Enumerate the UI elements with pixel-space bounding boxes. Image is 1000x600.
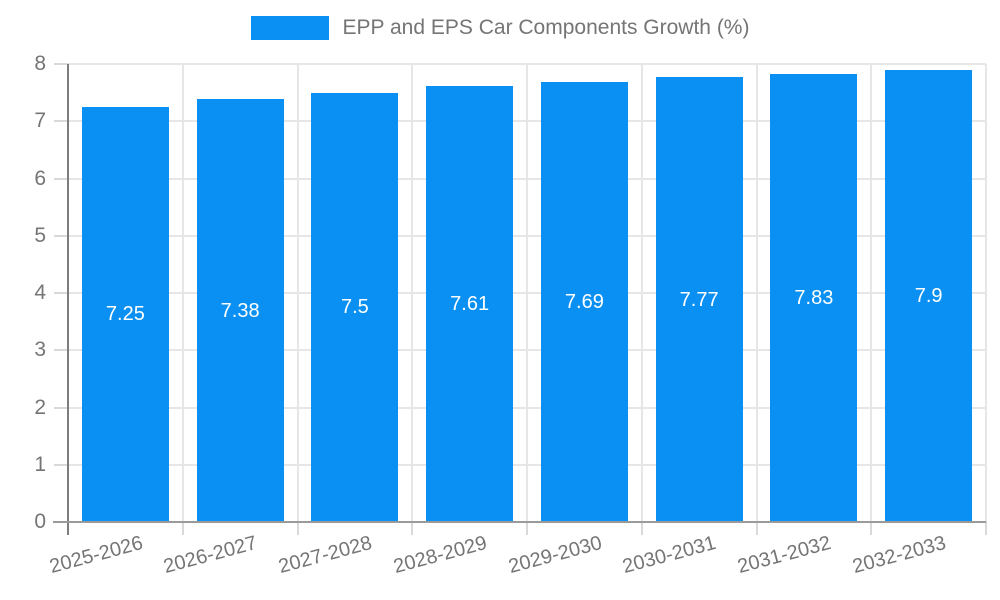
gridline-vertical [985, 64, 987, 522]
bar-value-label: 7.61 [450, 293, 490, 316]
x-axis-tick [181, 522, 184, 535]
y-axis-tick [54, 120, 68, 123]
gridline-vertical [640, 64, 643, 522]
x-axis-tick [755, 522, 758, 535]
y-axis-tick-label: 0 [34, 510, 46, 533]
bar-value-label: 7.69 [564, 290, 604, 313]
y-axis-tick [54, 234, 68, 237]
chart-legend[interactable]: EPP and EPS Car Components Growth (%) [0, 16, 1000, 40]
gridline-vertical [411, 64, 414, 522]
x-axis-tick [526, 522, 528, 535]
y-axis-tick [54, 292, 68, 294]
y-axis-tick-label: 5 [34, 223, 46, 247]
bar-2031-2032[interactable] [770, 73, 858, 522]
bar-2026-2027[interactable] [196, 99, 284, 522]
y-axis-tick-label: 3 [34, 338, 46, 362]
x-axis-tick [296, 522, 299, 535]
bar-value-label: 7.83 [794, 286, 834, 309]
y-axis-tick-label: 8 [34, 52, 46, 75]
bar-value-label: 7.9 [914, 284, 943, 307]
chart-title: EPP and EPS Car Components Growth (%) [342, 16, 750, 39]
x-axis-tick-label: 2029-2030 [505, 532, 605, 579]
gridline-vertical [755, 64, 758, 522]
x-axis-tick-label: 2031-2032 [735, 532, 834, 579]
y-axis-tick-label: 1 [34, 452, 46, 476]
bar-value-label: 7.25 [105, 303, 145, 326]
y-axis-tick-label: 2 [34, 395, 46, 419]
gridline-vertical [870, 64, 873, 522]
x-axis-line [53, 521, 986, 523]
bar-value-label: 7.5 [340, 296, 369, 319]
y-axis-tick [54, 406, 68, 409]
x-axis-tick-label: 2030-2031 [620, 532, 719, 579]
bar-2027-2028[interactable] [311, 92, 399, 522]
gridline-vertical [526, 64, 528, 522]
y-axis-tick [54, 177, 68, 180]
gridline-vertical [296, 64, 299, 522]
bar-2030-2031[interactable] [655, 77, 743, 522]
bar-2032-2033[interactable] [885, 69, 973, 522]
gridline-vertical [181, 64, 184, 522]
x-axis-tick [640, 522, 643, 535]
y-axis-tick [54, 463, 68, 466]
y-axis-tick-label: 6 [34, 166, 46, 190]
bar-value-label: 7.77 [679, 288, 719, 311]
x-axis-tick [985, 522, 987, 535]
x-axis-tick-label: 2027-2028 [276, 532, 375, 579]
bar-2025-2026[interactable] [81, 106, 169, 522]
bar-value-label: 7.38 [220, 299, 260, 322]
y-axis-tick [54, 63, 68, 65]
legend-swatch [250, 16, 329, 40]
y-axis-line [67, 64, 69, 535]
x-axis-tick-label: 2028-2029 [391, 532, 490, 579]
bar-2029-2030[interactable] [540, 81, 628, 522]
x-axis-tick-label: 2032-2033 [850, 532, 949, 579]
x-axis-tick-label: 2026-2027 [161, 532, 260, 579]
bar-2028-2029[interactable] [426, 86, 514, 522]
x-axis-tick-label: 2025-2026 [46, 532, 146, 579]
x-axis-tick [411, 522, 414, 535]
y-axis-tick-label: 7 [34, 109, 46, 133]
x-axis-tick [870, 522, 873, 535]
y-axis-tick [54, 349, 68, 352]
y-axis-tick-label: 4 [34, 281, 46, 304]
